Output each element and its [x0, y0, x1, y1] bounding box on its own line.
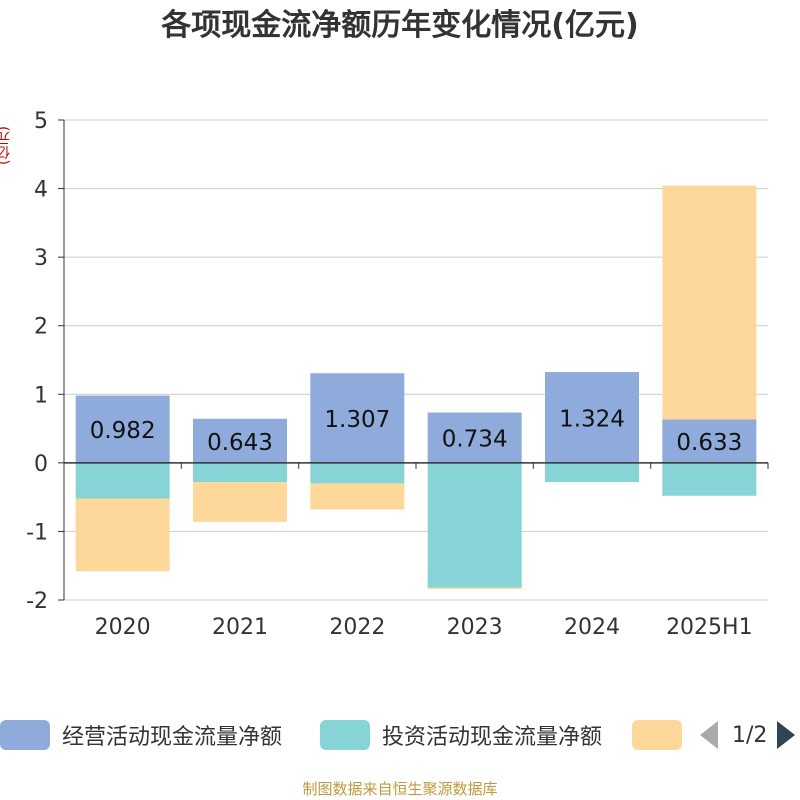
bar-2-2024	[545, 462, 639, 483]
x-tick-label: 2020	[95, 615, 151, 640]
x-tick-label: 2022	[329, 615, 385, 640]
data-label: 1.324	[559, 406, 625, 432]
legend-item-investing[interactable]: 投资活动现金流量净额	[320, 720, 602, 750]
legend-item-financing[interactable]	[632, 720, 682, 750]
y-tick-label: -2	[26, 589, 48, 614]
chart-title: 各项现金流净额历年变化情况(亿元)	[161, 8, 639, 43]
legend: 经营活动现金流量净额 投资活动现金流量净额 1/2	[0, 716, 800, 756]
bar-3-2023	[427, 587, 522, 590]
bar-3-2022	[310, 483, 405, 510]
bar-1-2021	[193, 418, 287, 463]
legend-item-operating[interactable]: 经营活动现金流量净额	[0, 720, 282, 750]
bar-3-2021	[193, 482, 287, 522]
bar-2-2021	[193, 462, 287, 483]
legend-page-indicator: 1/2	[732, 722, 768, 748]
bar-3-2025H1	[662, 185, 757, 420]
next-page-icon[interactable]	[777, 721, 796, 749]
data-label: 0.734	[442, 427, 508, 453]
y-tick-label: -1	[26, 520, 48, 545]
x-tick-label: 2025H1	[666, 615, 753, 640]
legend-pager: 1/2	[700, 720, 796, 750]
y-tick-label: 2	[34, 315, 48, 340]
previous-page-icon[interactable]	[700, 721, 718, 749]
x-tick-label: 2021	[212, 615, 268, 640]
y-tick-label: 1	[34, 383, 48, 408]
legend-swatch-financing	[632, 720, 682, 750]
bar-1-2020	[75, 395, 170, 463]
bar-2-2020	[75, 462, 170, 499]
bar-1-2022	[310, 373, 405, 463]
y-tick-label: 0	[34, 452, 48, 477]
bar-1-2025H1	[662, 419, 757, 463]
data-label: 0.982	[90, 418, 156, 444]
data-source-note: 制图数据来自恒生聚源数据库	[302, 780, 498, 798]
x-tick-label: 2023	[447, 615, 503, 640]
bar-2-2025H1	[662, 462, 757, 496]
y-tick-label: 4	[34, 178, 48, 203]
data-label: 1.307	[324, 407, 390, 433]
y-tick-label: 3	[34, 246, 48, 271]
data-label: 0.633	[676, 430, 742, 456]
bar-3-2020	[75, 498, 170, 572]
x-tick-label: 2024	[564, 615, 620, 640]
y-tick-label: 5	[34, 109, 48, 134]
bar-2-2022	[310, 462, 405, 484]
bar-1-2023	[427, 412, 522, 463]
legend-label-operating: 经营活动现金流量净额	[62, 725, 283, 750]
bar-1-2024	[545, 372, 639, 463]
legend-swatch-operating	[0, 720, 50, 750]
legend-label-investing: 投资活动现金流量净额	[382, 725, 603, 750]
bar-chart: -2 -1 0 1 2 3 4 5 0.982 0.643 1.307 0.734 1.324 0.633…	[26, 109, 769, 640]
bar-2-2023	[427, 462, 522, 588]
data-label: 0.643	[207, 430, 273, 456]
legend-swatch-investing	[320, 720, 370, 750]
